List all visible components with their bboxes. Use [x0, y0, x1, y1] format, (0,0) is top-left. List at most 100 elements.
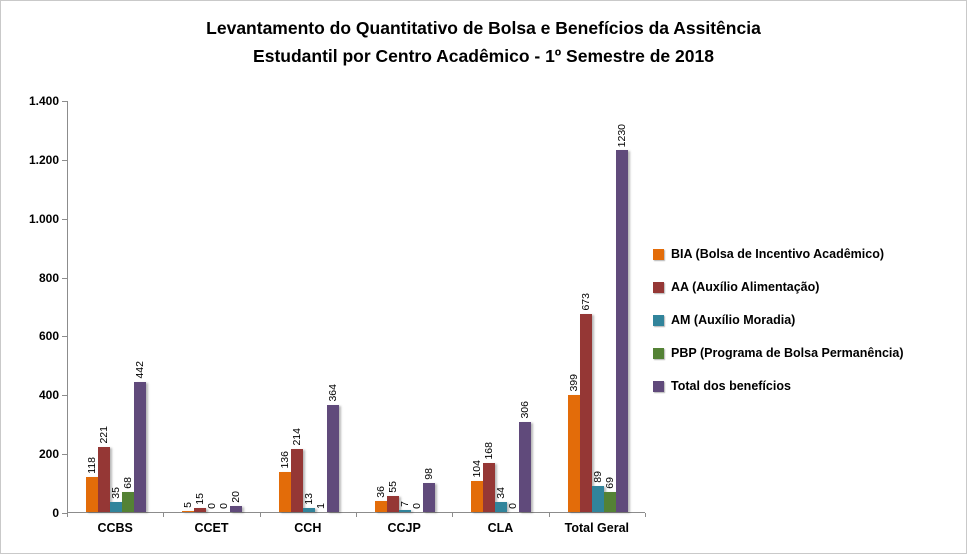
bar-with-label: 221: [98, 101, 111, 512]
bar: [290, 449, 303, 512]
bar-group: 118 221 35 68 442: [68, 101, 164, 512]
y-tick-mark: [62, 395, 67, 397]
bar: [98, 447, 111, 512]
bar: [471, 481, 484, 512]
bar: [603, 492, 616, 512]
bar-data-label: 673: [579, 293, 592, 311]
x-tick-mark: [163, 513, 164, 517]
y-tick-mark: [62, 159, 67, 161]
legend-label: BIA (Bolsa de Incentivo Acadêmico): [671, 247, 885, 261]
bar: [326, 405, 339, 512]
bar-with-label: 69: [603, 101, 616, 512]
bar-with-label: 7: [399, 101, 412, 512]
x-category-label: Total Geral: [564, 521, 629, 535]
bar-with-label: 306: [519, 101, 532, 512]
bar-with-label: 35: [110, 101, 123, 512]
bar-with-label: 89: [591, 101, 604, 512]
bar-data-label: 306: [519, 401, 532, 419]
chart-title-line1: Levantamento do Quantitativo de Bolsa e …: [206, 18, 761, 38]
bar-with-label: 214: [290, 101, 303, 512]
bar-data-label: 364: [326, 384, 339, 402]
bar-data-label: 221: [98, 426, 111, 444]
x-category-label: CLA: [487, 521, 514, 535]
bar-with-label: 68: [122, 101, 135, 512]
bar-data-label: 0: [411, 503, 424, 509]
bar-with-label: 20: [230, 101, 243, 512]
bar-with-label: 673: [579, 101, 592, 512]
bar-data-label: 68: [122, 477, 135, 489]
bar-data-label: 7: [399, 501, 412, 507]
bar-with-label: 364: [326, 101, 339, 512]
bar-data-label: 168: [483, 442, 496, 460]
bar-data-label: 0: [218, 503, 231, 509]
legend-item: AA (Auxílio Alimentação): [653, 280, 904, 295]
bar-with-label: 399: [567, 101, 580, 512]
bar-data-label: 36: [375, 486, 388, 498]
bar-with-label: 55: [387, 101, 400, 512]
y-tick-mark: [62, 277, 67, 279]
bar-group: 5 15 0 0 20: [164, 101, 260, 512]
bar-with-label: 0: [206, 101, 218, 512]
legend-swatch: [653, 282, 664, 293]
legend-label: PBP (Programa de Bolsa Permanência): [671, 346, 904, 360]
bar-data-label: 5: [182, 502, 195, 508]
legend: BIA (Bolsa de Incentivo Acadêmico) AA (Au…: [653, 247, 904, 412]
y-tick-label: 1.000: [28, 211, 59, 226]
bar: [615, 150, 628, 512]
bar-with-label: 104: [471, 101, 484, 512]
bar-with-label: 36: [375, 101, 388, 512]
bar-data-label: 0: [507, 503, 520, 509]
x-tick-mark: [645, 513, 646, 517]
x-category-label: CCJP: [387, 521, 421, 535]
x-category-label: CCBS: [97, 521, 133, 535]
bar-data-label: 13: [302, 493, 315, 505]
legend-swatch: [653, 315, 664, 326]
bar-with-label: 0: [411, 101, 423, 512]
y-tick-label: 1.200: [28, 152, 59, 167]
bar-data-label: 1: [314, 503, 327, 509]
bar: [278, 472, 291, 512]
bar-data-label: 55: [387, 481, 400, 493]
x-category-label: CCET: [194, 521, 229, 535]
bar: [423, 483, 436, 512]
y-tick-label: 0: [52, 506, 59, 520]
legend-item: AM (Auxílio Moradia): [653, 313, 904, 328]
bar-group: 36 55 7 0 98: [357, 101, 453, 512]
bar-data-label: 98: [423, 468, 436, 480]
bar-with-label: 5: [182, 101, 195, 512]
y-tick-label: 600: [38, 329, 59, 344]
bar-group: 136 214 13 1 364: [261, 101, 357, 512]
legend-item: Total dos benefícios: [653, 379, 904, 394]
bar-data-label: 20: [230, 491, 243, 503]
bar-data-label: 15: [194, 493, 207, 505]
bar-with-label: 0: [507, 101, 519, 512]
bar: [387, 496, 400, 512]
bar-with-label: 168: [483, 101, 496, 512]
bar-data-label: 442: [134, 361, 147, 379]
bar: [495, 502, 508, 512]
legend-swatch: [653, 381, 664, 392]
legend-label: AM (Auxílio Moradia): [671, 313, 796, 327]
bar: [194, 508, 207, 512]
bar-data-label: 89: [591, 471, 604, 483]
y-tick-mark: [62, 101, 67, 102]
bar-data-label: 35: [110, 487, 123, 499]
bar-data-label: 0: [206, 503, 219, 509]
bar-data-label: 118: [86, 457, 99, 474]
bar: [579, 314, 592, 512]
bar: [591, 486, 604, 512]
bar: [567, 395, 580, 512]
bar-group: 104 168 34 0 306: [453, 101, 549, 512]
bar-data-label: 34: [495, 487, 508, 499]
legend-item: PBP (Programa de Bolsa Permanência): [653, 346, 904, 361]
bar-data-label: 69: [603, 477, 616, 489]
legend-label: AA (Auxílio Alimentação): [671, 280, 820, 294]
bar-with-label: 1230: [615, 101, 628, 512]
bar-data-label: 104: [471, 460, 484, 478]
y-tick-label: 800: [38, 270, 59, 285]
bar-with-label: 98: [423, 101, 436, 512]
x-tick-mark: [452, 513, 453, 517]
y-tick-mark: [62, 454, 67, 456]
x-tick-mark: [549, 513, 550, 517]
